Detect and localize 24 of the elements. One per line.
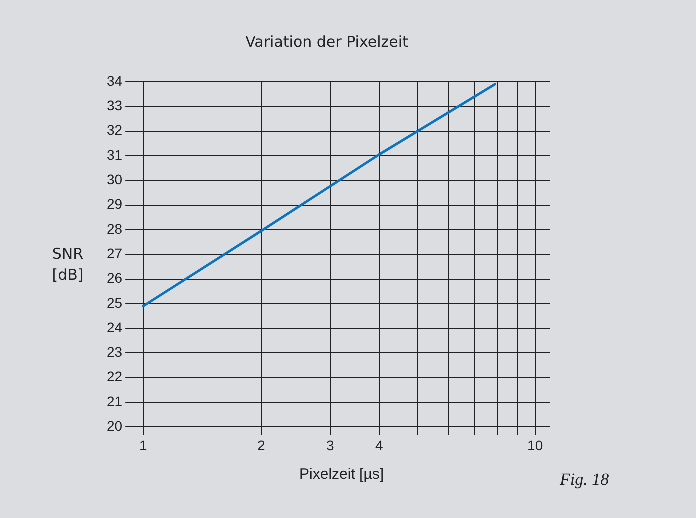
y-tick-label: 27 (106, 245, 123, 262)
x-tick-label: 4 (375, 437, 384, 454)
chart-title: Variation der Pixelzeit (246, 32, 409, 51)
x-tick-label: 1 (139, 437, 148, 454)
x-tick-label: 2 (257, 437, 266, 454)
y-tick-label: 24 (106, 319, 123, 336)
y-tick-label: 25 (106, 294, 123, 311)
y-tick-label: 23 (106, 344, 123, 360)
y-axis-title: SNR [dB] (51, 244, 85, 286)
y-tick-label: 26 (106, 270, 123, 286)
x-tick-label: 10 (528, 437, 544, 454)
y-tick-label: 33 (106, 98, 123, 114)
y-tick-label: 34 (106, 72, 123, 89)
y-tick-label: 30 (106, 171, 123, 188)
y-tick-label: 29 (106, 196, 123, 212)
x-tick-label: 3 (326, 437, 334, 454)
y-tick-label: 32 (106, 122, 123, 138)
y-tick-label: 21 (106, 393, 123, 410)
caption: Fig. 18 (560, 470, 610, 490)
x-axis-title: Pixelzeit [µs] (300, 466, 384, 484)
y-tick-label: 22 (106, 368, 123, 385)
y-tick-label: 28 (106, 220, 123, 237)
y-tick-label: 20 (106, 418, 123, 434)
y-tick-label: 31 (106, 146, 123, 163)
